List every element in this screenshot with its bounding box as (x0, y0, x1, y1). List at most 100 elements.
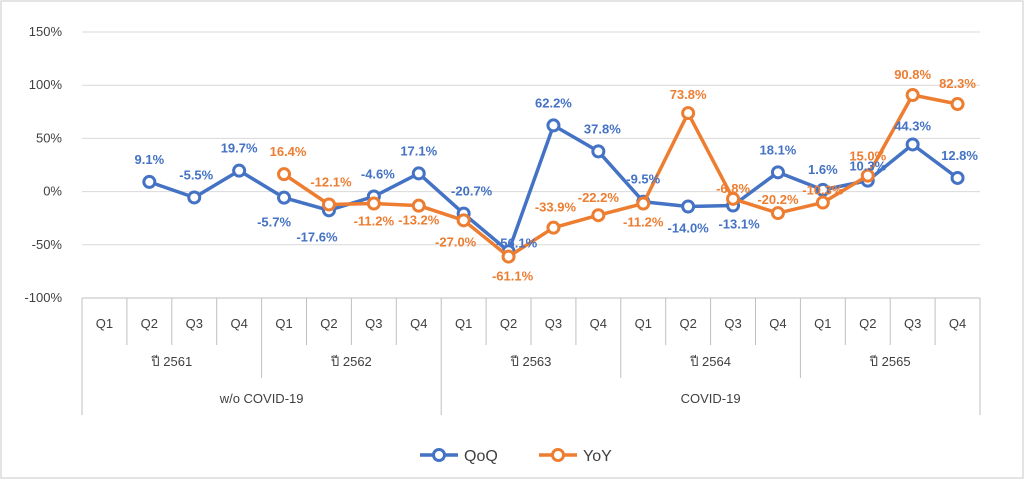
data-label-qoq: -9.5% (626, 172, 660, 187)
series-point-qoq (142, 174, 157, 189)
series-point-yoy (321, 197, 336, 212)
data-label-yoy: -11.2% (623, 215, 664, 230)
data-label-qoq: -5.5% (179, 167, 213, 182)
series-point-yoy (456, 213, 471, 228)
series-point-qoq (770, 165, 785, 180)
series-point-qoq (950, 170, 965, 185)
data-label-yoy: -11.2% (354, 214, 395, 229)
series-point-qoq (277, 190, 292, 205)
series-point-qoq (591, 144, 606, 159)
legend-label-yoy: YoY (583, 448, 612, 465)
series-point-yoy (770, 206, 785, 221)
year-label: ปี 2562 (330, 354, 372, 369)
quarter-label: Q2 (500, 316, 517, 331)
quarter-label: Q1 (96, 316, 113, 331)
data-label-yoy: 82.3% (939, 76, 976, 91)
y-tick-label: 100% (29, 77, 63, 92)
quarter-label: Q4 (230, 316, 247, 331)
quarter-label: Q3 (365, 316, 382, 331)
data-label-yoy: 90.8% (894, 67, 931, 82)
series-point-qoq (411, 166, 426, 181)
data-label-yoy: -10.3% (802, 183, 844, 198)
year-label: ปี 2565 (869, 354, 911, 369)
data-label-yoy: 73.8% (670, 87, 707, 102)
data-label-qoq: -13.1% (718, 217, 760, 232)
data-label-yoy: -22.2% (578, 190, 620, 205)
quarter-label: Q3 (904, 316, 921, 331)
series-point-qoq (232, 163, 247, 178)
data-label-qoq: 44.3% (894, 118, 931, 133)
data-label-yoy: -12.1% (310, 174, 352, 189)
data-label-yoy: -27.0% (435, 234, 477, 249)
data-label-qoq: 18.1% (760, 142, 797, 157)
data-label-qoq: -14.0% (668, 220, 710, 235)
quarter-label: Q4 (949, 316, 966, 331)
quarter-label: Q2 (141, 316, 158, 331)
quarter-label: Q4 (769, 316, 786, 331)
legend-marker-qoq (432, 448, 446, 462)
data-label-qoq: 1.6% (808, 162, 838, 177)
data-label-qoq: 19.7% (221, 141, 258, 156)
data-label-qoq: -56.1% (496, 235, 538, 250)
y-tick-label: -100% (24, 290, 62, 305)
data-label-yoy: -61.1% (492, 269, 534, 284)
quarter-label: Q4 (410, 316, 427, 331)
series-point-yoy (366, 196, 381, 211)
y-axis-ticks: -100% -50% 0% 50% 100% 150% (24, 24, 62, 305)
series-point-yoy (726, 191, 741, 206)
series-point-yoy (501, 249, 516, 264)
data-label-qoq: 37.8% (584, 121, 621, 136)
series-point-yoy (815, 195, 830, 210)
data-labels: 9.1% -5.5% 19.7% -5.7% -17.6% -4.6% 17.1% -20.7… (135, 67, 979, 284)
series-point-qoq (546, 118, 561, 133)
quarter-label: Q1 (455, 316, 472, 331)
y-tick-label: -50% (32, 237, 63, 252)
data-label-yoy: 16.4% (270, 144, 307, 159)
data-label-qoq: -4.6% (361, 166, 395, 181)
quarter-label: Q3 (186, 316, 203, 331)
data-label-yoy: -6.8% (716, 181, 750, 196)
period-label: w/o COVID-19 (219, 391, 304, 406)
data-label-qoq: -20.7% (451, 184, 493, 199)
data-label-qoq: 9.1% (135, 152, 165, 167)
quarter-label: Q2 (679, 316, 696, 331)
year-label: ปี 2561 (150, 354, 192, 369)
series-lines (142, 87, 965, 264)
series-point-yoy (546, 220, 561, 235)
quarter-label: Q3 (724, 316, 741, 331)
series-point-yoy (860, 168, 875, 183)
series-point-qoq (905, 137, 920, 152)
series-point-yoy (950, 97, 965, 112)
legend-marker-yoy (551, 448, 565, 462)
quarter-label: Q2 (859, 316, 876, 331)
data-label-qoq: -17.6% (296, 229, 338, 244)
data-label-qoq: 10.3% (849, 159, 886, 174)
data-label-yoy: -33.9% (535, 200, 577, 215)
legend-label-qoq: QoQ (464, 448, 498, 465)
period-label: COVID-19 (681, 391, 741, 406)
series-point-yoy (905, 87, 920, 102)
quarter-label: Q1 (635, 316, 652, 331)
year-label: ปี 2564 (689, 354, 731, 369)
data-label-qoq: 12.8% (941, 148, 978, 163)
y-tick-label: 50% (36, 130, 62, 145)
data-label-qoq: 17.1% (400, 143, 437, 158)
y-tick-label: 150% (29, 24, 63, 39)
series-point-qoq (681, 199, 696, 214)
series-line-yoy (283, 93, 958, 259)
data-label-qoq: 62.2% (535, 95, 572, 110)
data-label-qoq: -5.7% (257, 215, 291, 230)
data-label-yoy: -20.2% (757, 192, 799, 207)
series-point-qoq (187, 190, 202, 205)
x-axis-table: Q1 Q2 Q3 Q4 Q1 Q2 Q3 Q4 Q1 Q2 Q3 Q4 Q1 Q2 Q3 Q4 Q1 Q2 Q3 Q4… (81, 297, 981, 415)
y-tick-label: 0% (43, 184, 62, 199)
legend: QoQ YoY (420, 448, 612, 465)
data-label-yoy: -13.2% (398, 213, 440, 228)
series-point-yoy (636, 196, 651, 211)
quarter-label: Q1 (814, 316, 831, 331)
data-label-yoy: 15.0% (849, 149, 886, 164)
series-point-yoy (681, 106, 696, 121)
quarter-label: Q3 (545, 316, 562, 331)
